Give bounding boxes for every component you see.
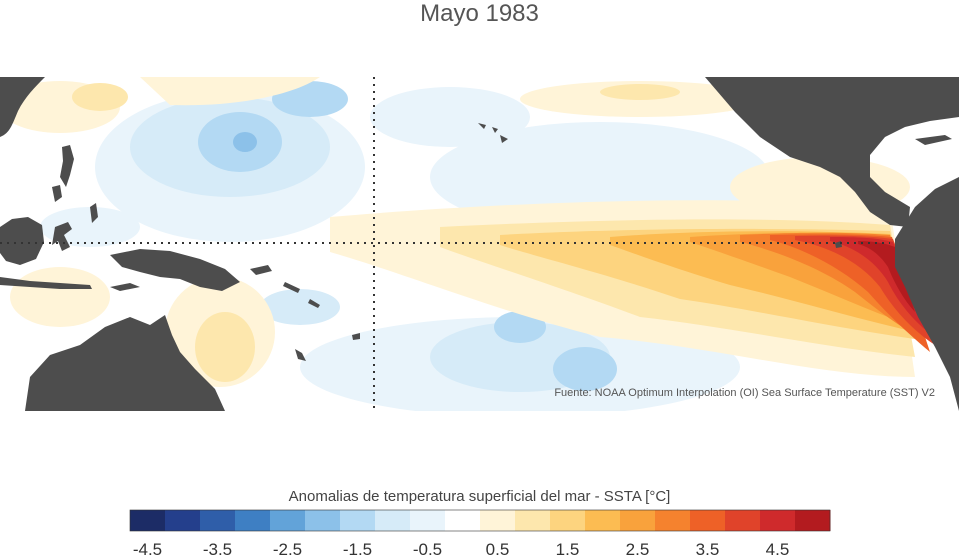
colorbar-swatch [340,510,376,531]
colorbar-tick-label: -3.5 [203,540,232,557]
colorbar-swatch [375,510,411,531]
colorbar-swatch [515,510,551,531]
colorbar-title: Anomalias de temperatura superficial del… [288,488,671,505]
colorbar-swatch [655,510,691,531]
colorbar-swatches [129,509,831,532]
colorbar-tick-label: -1.5 [343,540,372,557]
map-title: Mayo 1983 [420,0,539,27]
colorbar-swatch [235,510,271,531]
colorbar-tick-label: 1.5 [556,540,580,557]
ssta-map [0,77,959,411]
reference-lines [0,77,890,411]
colorbar-swatch [760,510,796,531]
colorbar-swatch [200,510,236,531]
colorbar-swatch [725,510,761,531]
colorbar-ticks: -4.5 -3.5 -2.5 -1.5 -0.5 0.5 1.5 2.5 3.5 4.5 [133,540,789,557]
colorbar-swatch [445,510,481,531]
colorbar-swatch [270,510,306,531]
colorbar-tick-label: 0.5 [486,540,510,557]
colorbar-tick-label: -4.5 [133,540,162,557]
colorbar-swatch [130,510,166,531]
colorbar-swatch [305,510,341,531]
colorbar-swatch [620,510,656,531]
colorbar-swatch [585,510,621,531]
colorbar-swatch [690,510,726,531]
data-source-credit: Fuente: NOAA Optimum Interpolation (OI) … [554,387,935,399]
colorbar-swatch [795,510,831,531]
colorbar-tick-label: 3.5 [696,540,720,557]
colorbar-tick-label: -0.5 [413,540,442,557]
land-masses [0,77,959,411]
colorbar-tick-label: 4.5 [766,540,790,557]
colorbar-swatch [165,510,201,531]
colorbar: -4.5 -3.5 -2.5 -1.5 -0.5 0.5 1.5 2.5 3.5 4.5 [129,509,831,557]
colorbar-tick-label: 2.5 [626,540,650,557]
colorbar-tick-label: -2.5 [273,540,302,557]
colorbar-border [129,509,831,532]
colorbar-swatch [480,510,516,531]
colorbar-swatch [410,510,446,531]
colorbar-swatch [550,510,586,531]
